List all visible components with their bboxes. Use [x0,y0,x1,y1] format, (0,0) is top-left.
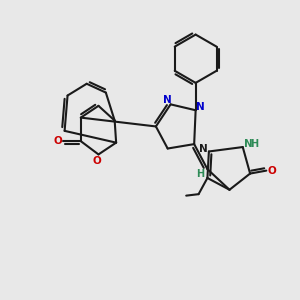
Text: O: O [267,166,276,176]
Text: H: H [196,169,204,179]
Text: N: N [163,95,172,105]
Text: N: N [196,102,204,112]
Text: H: H [250,139,258,149]
Text: O: O [93,156,101,166]
Text: N: N [199,143,207,154]
Text: N: N [244,139,253,149]
Text: O: O [53,136,62,146]
